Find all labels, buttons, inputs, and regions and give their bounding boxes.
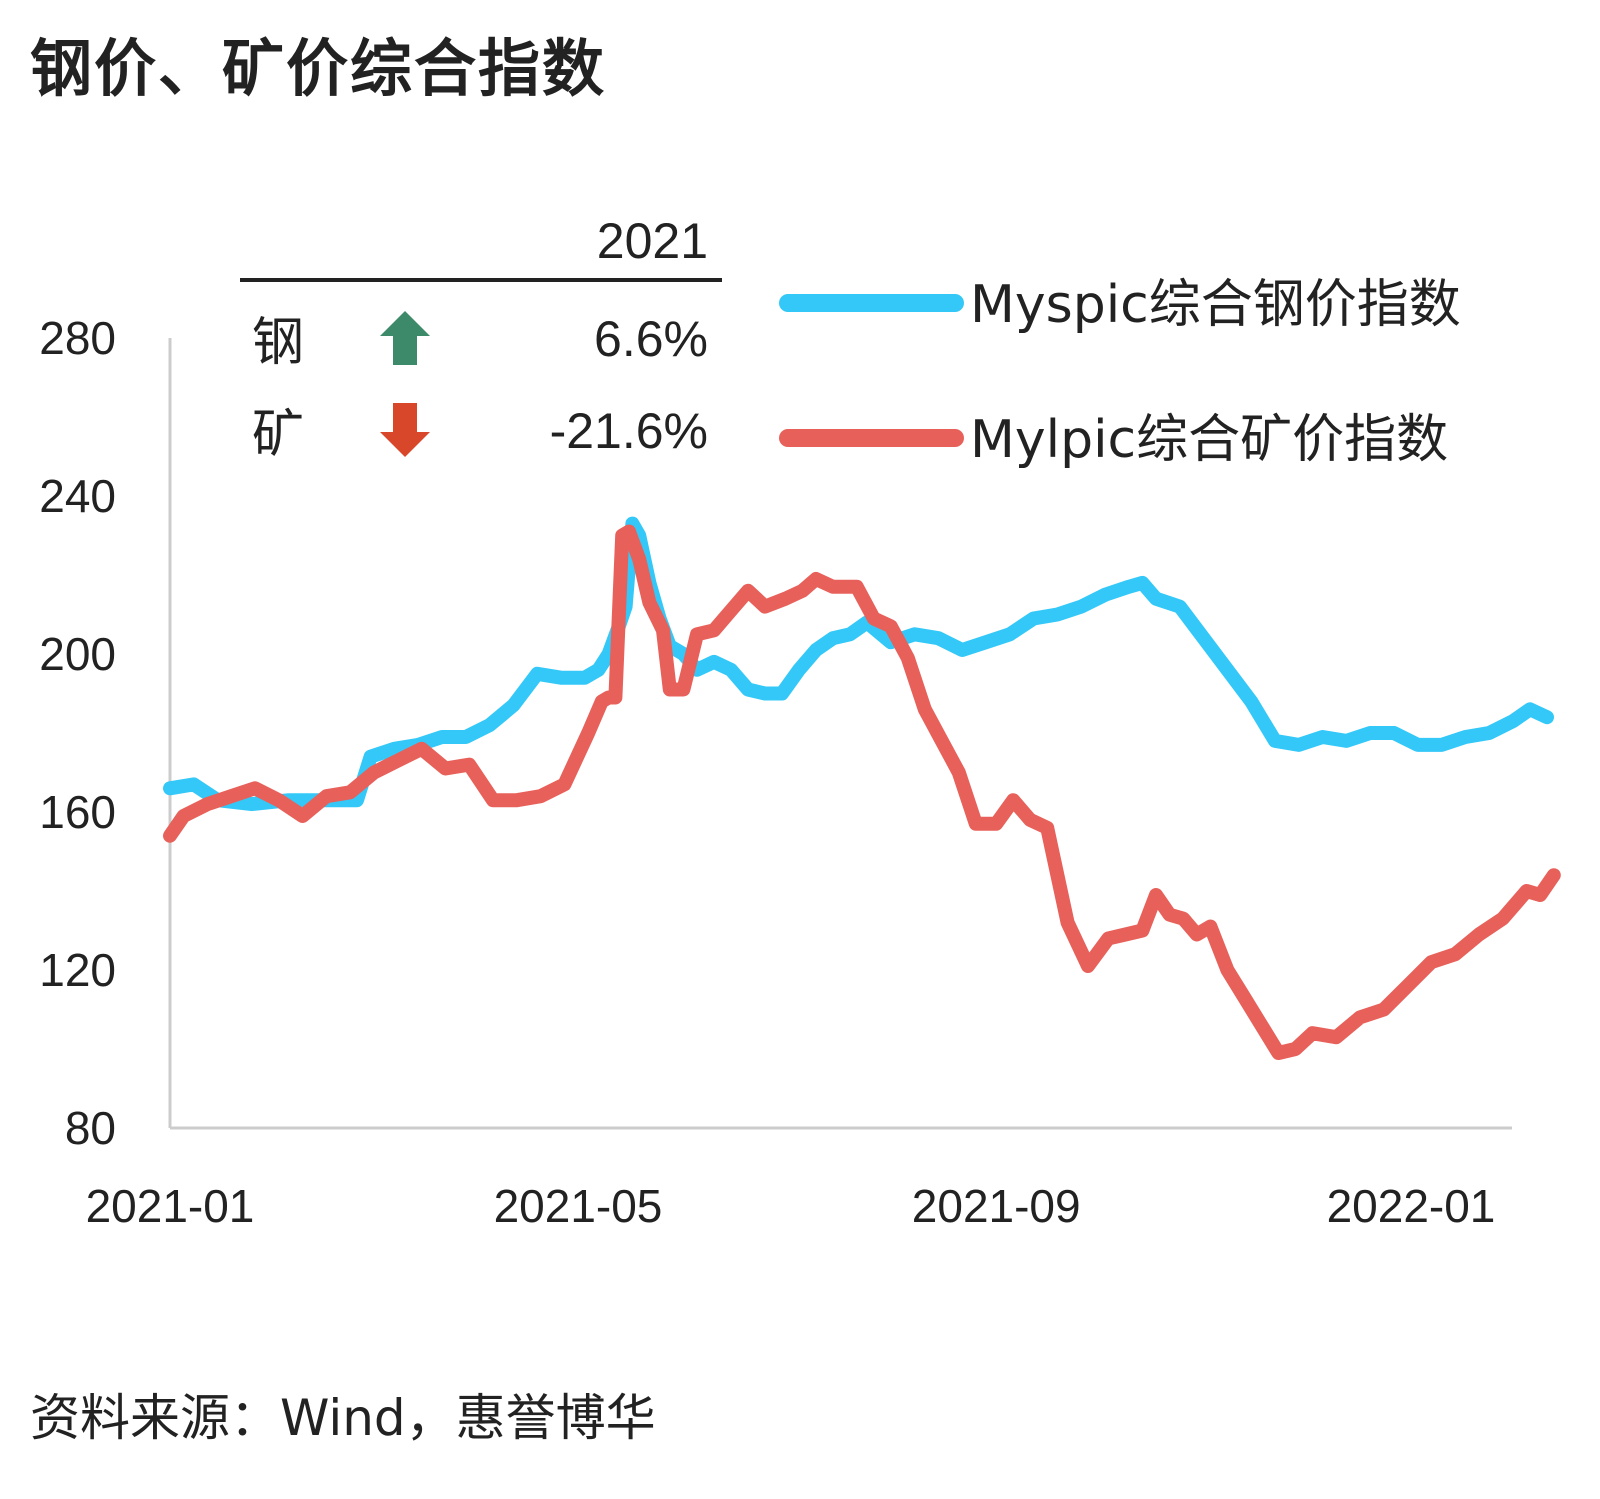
y-tick-label: 240 <box>39 470 116 522</box>
series-line-steel <box>163 516 1554 812</box>
legend-item-ore: Mylpic综合矿价指数 <box>779 410 1448 470</box>
x-tick-label: 2021-09 <box>912 1180 1081 1232</box>
y-tick-label: 120 <box>39 944 116 996</box>
down-arrow-icon <box>380 403 430 457</box>
axes <box>168 338 1512 1130</box>
chart-title: 钢价、矿价综合指数 <box>30 32 607 105</box>
y-tick-label: 80 <box>65 1102 116 1154</box>
legend: Myspic综合钢价指数 Mylpic综合矿价指数 <box>779 275 1461 470</box>
summary-row-steel: 钢 6.6% <box>252 311 708 373</box>
legend-item-steel: Myspic综合钢价指数 <box>779 275 1461 335</box>
y-tick-labels: 80 120 160 200 240 280 <box>39 312 116 1154</box>
legend-label: Myspic综合钢价指数 <box>970 275 1461 335</box>
x-tick-label: 2021-01 <box>86 1180 255 1232</box>
x-tick-labels: 2021-01 2021-05 2021-09 2022-01 <box>86 1180 1496 1232</box>
y-tick-label: 200 <box>39 628 116 680</box>
series-line-ore <box>163 524 1561 1060</box>
summary-row-value: -21.6% <box>550 403 708 459</box>
y-tick-label: 280 <box>39 312 116 364</box>
summary-row-label: 钢 <box>252 313 304 373</box>
x-tick-label: 2022-01 <box>1327 1180 1496 1232</box>
y-tick-label: 160 <box>39 786 116 838</box>
summary-table-header: 2021 <box>597 213 708 269</box>
summary-row-ore: 矿 -21.6% <box>252 403 708 465</box>
summary-row-value: 6.6% <box>594 311 708 367</box>
up-arrow-icon <box>380 311 430 365</box>
source-note: 资料来源：Wind，惠誉博华 <box>30 1389 656 1447</box>
summary-table: 2021 钢 6.6% 矿 -21.6% <box>240 213 722 465</box>
series-layer <box>163 516 1561 1060</box>
summary-row-label: 矿 <box>252 405 304 465</box>
x-tick-label: 2021-05 <box>494 1180 663 1232</box>
legend-label: Mylpic综合矿价指数 <box>970 410 1448 470</box>
